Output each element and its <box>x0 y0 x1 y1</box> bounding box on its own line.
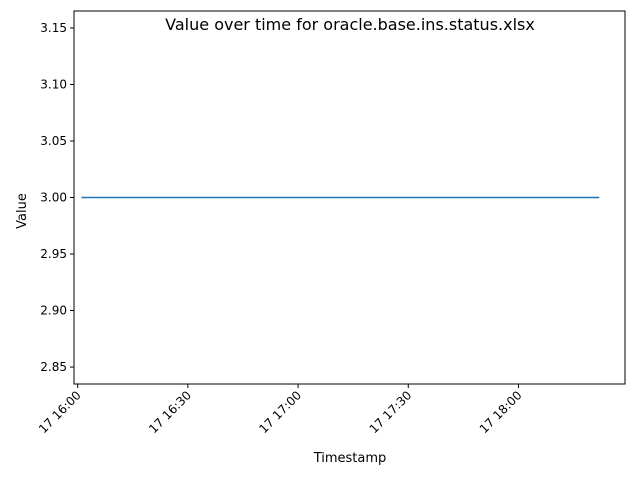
y-tick-label: 2.85 <box>40 360 67 374</box>
y-tick-label: 3.00 <box>40 191 67 205</box>
y-tick-label: 3.10 <box>40 77 67 91</box>
y-tick-label: 3.05 <box>40 134 67 148</box>
y-tick-label: 3.15 <box>40 21 67 35</box>
x-axis-label: Timestamp <box>313 451 387 466</box>
y-tick-label: 2.90 <box>40 304 67 318</box>
chart-title: Value over time for oracle.base.ins.stat… <box>165 15 535 34</box>
y-axis-label: Value <box>15 193 30 229</box>
y-tick-label: 2.95 <box>40 247 67 261</box>
